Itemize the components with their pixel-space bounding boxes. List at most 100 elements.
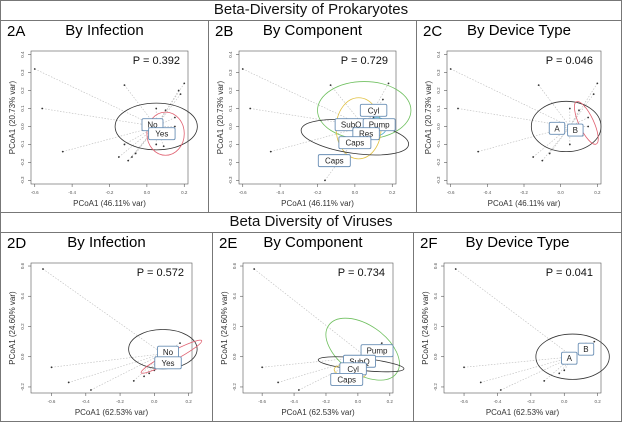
y-tick-label: 0.6 [20,262,25,269]
x-tick-label: -0.2 [527,399,535,404]
x-tick-label: -0.2 [106,190,114,195]
panel-title: By Infection [67,234,146,251]
spoke-line [34,68,157,127]
x-tick-label: 0.2 [387,399,394,404]
y-tick-label: 0.2 [433,323,438,330]
plot-svg: -0.6 -0.4 -0.2 0.0 0.2 -0.3 -0.2 -0.1 0.0 0.1 0.2 0… [8,50,198,208]
spoke-line [253,268,367,357]
group-ellipse [146,111,185,156]
spoke-line [148,353,164,374]
y-tick-label: 0.4 [436,51,441,58]
y-tick-label: 0.2 [228,87,233,94]
group-label: No [163,348,174,357]
panel-title: By Infection [65,22,144,39]
group-label-box [317,154,351,168]
plot-frame [30,50,189,185]
data-point [90,389,92,391]
data-point [131,156,133,158]
group-label: A [554,124,560,133]
data-point [454,268,457,270]
data-point [297,389,300,391]
data-point [155,143,158,146]
spoke-line [455,268,573,357]
spoke-line [42,108,157,127]
spoke-line [242,68,365,127]
group-label-box [360,344,394,358]
y-tick-label: 0.3 [228,69,233,76]
data-point [174,116,176,119]
data-point [457,107,459,110]
plot-frame [443,262,602,394]
spoke-line [90,353,164,391]
panel-title: By Device Type [465,234,570,251]
y-axis-label: PCoA1 (20.73% var) [424,80,433,154]
data-point [568,143,571,146]
group-label: Yes [155,130,168,139]
x-tick-label: -0.2 [520,190,528,195]
x-tick-label: -0.4 [276,190,284,195]
plot-svg: -0.6 -0.4 -0.2 0.0 0.2 -0.3 -0.2 -0.1 0.0 0.1 0.2 0… [216,50,412,208]
y-tick-label: 0.4 [228,51,233,58]
y-axis-label: PCoA1 (20.73% var) [8,80,17,154]
group-ellipse [530,100,602,153]
y-tick-label: -0.2 [436,158,441,166]
data-point [499,389,502,391]
spoke-line [42,268,164,354]
x-tick-label: 0.2 [185,399,192,404]
x-tick-label: -0.6 [48,399,56,404]
x-tick-label: -0.6 [31,190,39,195]
x-tick-label: 0.0 [151,399,158,404]
x-tick-label: -0.4 [483,190,491,195]
y-tick-label: 0.0 [232,353,237,360]
x-tick-label: -0.6 [447,190,455,195]
group-label: Caps [325,157,344,166]
y-axis-label: PCoA1 (24.60% var) [220,291,229,365]
y-tick-label: 0.4 [232,293,237,300]
panel-2E: 2E By Component -0.6 -0.4 -0.2 0.0 0.2 -0.2 0.0 0… [212,232,414,422]
panel-2A: 2A By Infection -0.6 -0.4 -0.2 0.0 0.2 -0.3 -0.2… [0,20,209,213]
spoke-line [480,356,573,383]
plot-svg: -0.6 -0.4 -0.2 0.0 0.2 -0.2 0.0 0.2 0.4 0.6 PCoA1 … [8,262,203,417]
panel-title: By Device Type [467,22,571,39]
x-tick-label: -0.2 [314,190,322,195]
y-tick-label: 0.0 [436,123,441,130]
data-point [164,109,167,112]
y-tick-label: -0.3 [436,176,441,184]
plot-frame [238,50,397,185]
y-tick-label: 0.2 [232,323,237,330]
group-label: B [573,126,578,135]
group-label: Pump [369,121,390,130]
data-point [592,93,595,96]
spoke-line [51,353,163,368]
group-label: Cyl [347,365,359,374]
spoke-line [559,356,573,374]
data-point [479,381,482,384]
group-label-box [359,103,388,117]
data-point [127,159,130,162]
group-label: SubQ [341,121,361,130]
x-tick-label: -0.4 [68,190,76,195]
data-point [568,107,571,110]
y-tick-label: -0.1 [436,140,441,148]
data-point [548,152,551,155]
group-label: Caps [346,139,365,148]
data-point [587,125,590,128]
x-axis-label: PCoA1 (62.53% var) [486,408,560,417]
p-value-annotation: P = 0.734 [338,267,385,279]
data-point [269,150,272,153]
y-tick-label: 0.0 [20,353,25,360]
data-point [117,156,120,158]
y-tick-label: -0.2 [20,383,25,391]
y-tick-label: 0.1 [228,105,233,112]
panel-title: By Component [263,234,363,251]
x-tick-label: -0.2 [116,399,124,404]
group-label-box [330,372,364,386]
panel-2F: 2F By Device Type -0.6 -0.4 -0.2 0.0 0.2 -0.2 0.… [413,232,622,422]
y-tick-label: -0.1 [228,140,233,148]
y-tick-label: 0.0 [433,353,438,360]
group-ellipse [114,102,198,151]
x-tick-label: 0.2 [594,190,601,195]
p-value-annotation: P = 0.046 [546,55,593,67]
group-label-box [154,356,182,370]
group-label: Res [359,130,373,139]
